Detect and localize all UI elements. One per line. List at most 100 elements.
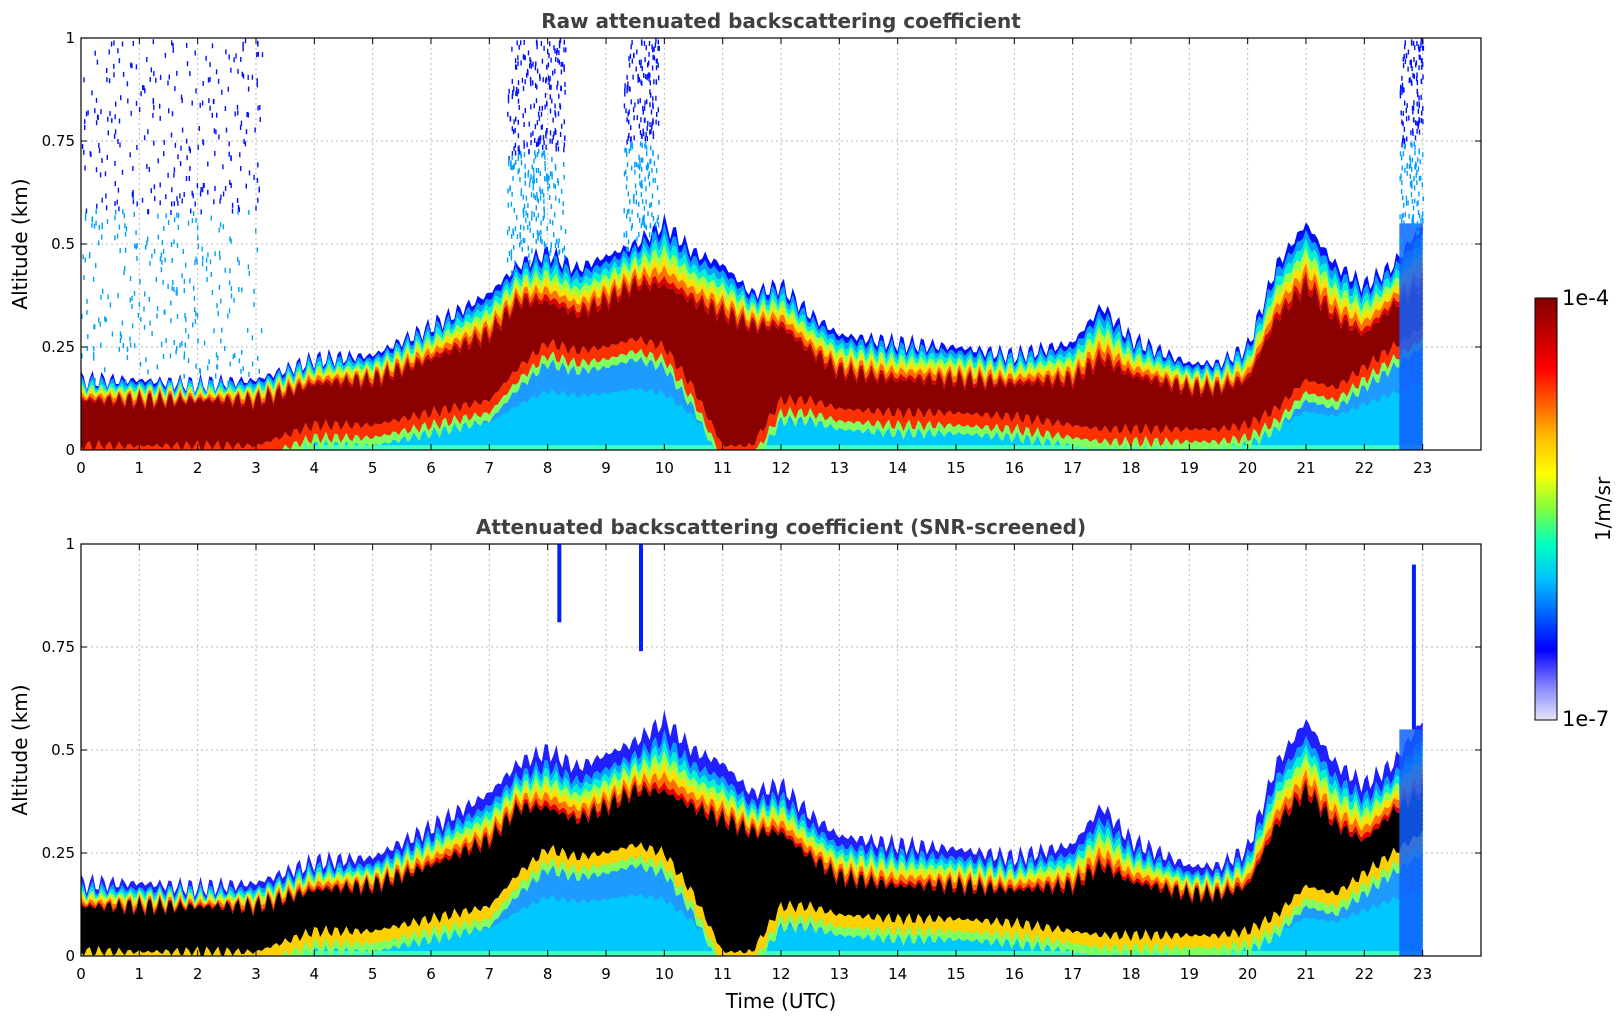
heatmap-noise-speck bbox=[1412, 40, 1415, 46]
heatmap-noise-speck bbox=[1405, 116, 1408, 122]
heatmap-noise-speck bbox=[642, 157, 644, 163]
heatmap-noise-speck bbox=[537, 111, 540, 117]
heatmap-noise-speck bbox=[196, 183, 199, 189]
heatmap-noise-speck bbox=[632, 107, 635, 113]
heatmap-noise-speck bbox=[151, 253, 153, 259]
heatmap-noise-speck bbox=[261, 52, 264, 58]
heatmap-noise-speck bbox=[1415, 173, 1417, 179]
heatmap-noise-speck bbox=[645, 186, 647, 192]
heatmap-noise-speck bbox=[634, 183, 637, 189]
heatmap-noise-speck bbox=[545, 144, 547, 150]
heatmap-noise-speck bbox=[148, 296, 150, 302]
heatmap-noise-speck bbox=[1399, 93, 1402, 99]
heatmap-noise-speck bbox=[117, 293, 119, 298]
heatmap-noise-speck bbox=[238, 358, 241, 364]
heatmap-noise-speck bbox=[522, 194, 524, 200]
heatmap-noise-speck bbox=[630, 142, 632, 148]
heatmap-noise-speck bbox=[654, 42, 657, 48]
heatmap-noise-speck bbox=[1409, 232, 1411, 238]
heatmap-noise-speck bbox=[554, 255, 556, 261]
heatmap-noise-speck bbox=[642, 109, 644, 115]
heatmap-noise-speck bbox=[210, 215, 212, 221]
heatmap-noise-speck bbox=[116, 199, 118, 205]
heatmap-noise-speck bbox=[524, 172, 527, 178]
heatmap-noise-speck bbox=[652, 118, 654, 124]
heatmap-noise-speck bbox=[1408, 78, 1410, 83]
heatmap-noise-speck bbox=[258, 187, 260, 193]
heatmap-noise-speck bbox=[554, 48, 556, 54]
heatmap-noise-speck bbox=[173, 340, 175, 345]
heatmap-noise-speck bbox=[1422, 218, 1424, 224]
heatmap-noise-speck bbox=[558, 93, 560, 99]
heatmap-noise-speck bbox=[124, 379, 127, 385]
heatmap-noise-speck bbox=[523, 203, 526, 209]
heatmap-noise-speck bbox=[1418, 117, 1420, 122]
heatmap-noise-speck bbox=[1403, 138, 1406, 144]
heatmap-noise-speck bbox=[650, 109, 653, 115]
heatmap-noise-speck bbox=[260, 328, 263, 334]
heatmap-noise-speck bbox=[532, 185, 534, 191]
heatmap-noise-speck bbox=[1414, 164, 1416, 170]
heatmap-noise-speck bbox=[1418, 229, 1420, 235]
heatmap-noise-speck bbox=[1419, 46, 1421, 52]
heatmap-noise-speck bbox=[658, 75, 660, 81]
heatmap-noise-speck bbox=[517, 60, 519, 66]
heatmap-noise-speck bbox=[633, 52, 635, 58]
heatmap-noise-speck bbox=[81, 144, 84, 150]
heatmap-noise-speck bbox=[1412, 128, 1414, 134]
heatmap-noise-speck bbox=[173, 201, 175, 207]
heatmap-noise-speck bbox=[532, 167, 535, 173]
heatmap-noise-speck bbox=[644, 74, 647, 79]
heatmap-noise-speck bbox=[627, 191, 629, 197]
heatmap-noise-speck bbox=[93, 355, 95, 361]
heatmap-noise-speck bbox=[512, 90, 514, 96]
heatmap-noise-speck bbox=[212, 379, 214, 385]
heatmap-noise-speck bbox=[630, 125, 632, 131]
heatmap-noise-speck bbox=[508, 88, 510, 94]
heatmap-noise-speck bbox=[533, 178, 536, 184]
heatmap-noise-speck bbox=[511, 126, 513, 132]
heatmap-noise-speck bbox=[507, 98, 510, 104]
heatmap-noise-speck bbox=[85, 208, 88, 214]
heatmap-noise-speck bbox=[649, 102, 651, 108]
heatmap-noise-speck bbox=[150, 67, 152, 73]
heatmap-end-column bbox=[1399, 729, 1423, 956]
y-tick-label: 0.5 bbox=[51, 235, 75, 253]
heatmap-noise-speck bbox=[525, 195, 528, 201]
heatmap-noise-speck bbox=[248, 270, 250, 276]
heatmap-noise-speck bbox=[650, 158, 652, 164]
y-tick-label: 0.25 bbox=[42, 844, 75, 862]
heatmap-noise-speck bbox=[248, 170, 251, 176]
heatmap-noise-speck bbox=[241, 349, 243, 355]
heatmap-noise-speck bbox=[160, 252, 163, 258]
heatmap-noise-speck bbox=[640, 63, 642, 68]
heatmap-noise-speck bbox=[198, 126, 200, 131]
heatmap-noise-speck bbox=[82, 254, 84, 260]
heatmap-noise-speck bbox=[530, 104, 532, 110]
heatmap-noise-speck bbox=[628, 133, 630, 138]
heatmap-noise-speck bbox=[1408, 164, 1411, 169]
heatmap-noise-speck bbox=[146, 57, 148, 62]
heatmap-noise-speck bbox=[545, 133, 547, 139]
heatmap-noise-speck bbox=[515, 65, 518, 70]
heatmap-noise-speck bbox=[1401, 89, 1403, 95]
heatmap-noise-speck bbox=[536, 192, 538, 197]
heatmap-noise-speck bbox=[1416, 88, 1418, 94]
heatmap-noise-speck bbox=[180, 94, 183, 100]
x-tick-label: 8 bbox=[543, 459, 553, 477]
heatmap-noise-speck bbox=[168, 74, 170, 80]
heatmap-noise-speck bbox=[540, 220, 542, 226]
heatmap-noise-speck bbox=[629, 199, 631, 205]
heatmap-noise-speck bbox=[224, 267, 226, 273]
heatmap-noise-speck bbox=[123, 213, 125, 219]
heatmap-noise-speck bbox=[526, 72, 528, 78]
heatmap-noise-speck bbox=[520, 60, 522, 66]
heatmap-noise-speck bbox=[536, 178, 538, 183]
heatmap-noise-speck bbox=[518, 145, 520, 151]
heatmap-noise-speck bbox=[1404, 58, 1407, 64]
heatmap-noise-speck bbox=[1417, 200, 1419, 206]
heatmap-noise-speck bbox=[230, 238, 232, 244]
heatmap-noise-speck bbox=[549, 130, 552, 136]
heatmap-noise-speck bbox=[628, 148, 630, 154]
heatmap-noise-speck bbox=[1410, 141, 1412, 147]
